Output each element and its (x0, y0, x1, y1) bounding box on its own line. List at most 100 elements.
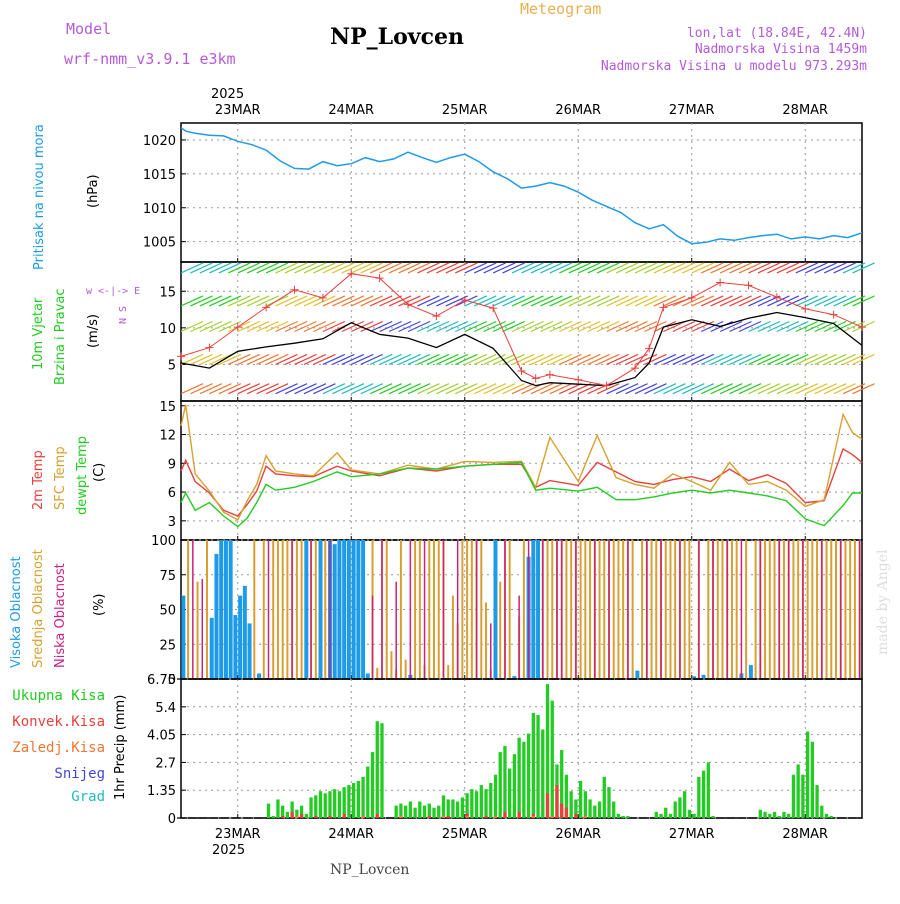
wind-barb (738, 353, 762, 365)
wind-barb (303, 262, 327, 274)
bottom-day-label: 24MAR (328, 827, 374, 842)
wind-barb (398, 353, 421, 365)
gust-marker (460, 296, 469, 305)
precip-total-bar (295, 809, 299, 818)
precip-total-bar (422, 805, 427, 818)
wind-barb (814, 383, 837, 395)
cloud-low-bar (821, 540, 823, 679)
wind-barb (795, 262, 819, 274)
precip-total-bar (664, 807, 668, 818)
wind-barb (199, 353, 223, 365)
wind-barb (767, 353, 790, 365)
wind-barb (625, 383, 648, 395)
wind-barb (284, 383, 308, 395)
wind-barb (313, 320, 336, 333)
precip-frz-bar (399, 815, 403, 818)
y-tick-label: 1020 (143, 134, 176, 149)
wind-barb (776, 320, 800, 333)
wind-barb (729, 295, 752, 307)
cloud-high-bar (512, 676, 517, 679)
cloud-high-bar (209, 617, 214, 679)
wind-barb (483, 383, 506, 395)
lonlat-label: lon,lat (18.84E, 42.4N) (687, 26, 867, 41)
wind-barb (615, 262, 639, 274)
precip-total-bar (304, 813, 308, 818)
wind-barb (322, 320, 346, 333)
gust-marker (262, 303, 271, 312)
gust-marker (645, 344, 654, 353)
gust-marker (631, 364, 639, 373)
y-tick-label: 3 (168, 515, 176, 530)
wind-barb (606, 353, 629, 365)
series-pressure-line (180, 127, 863, 245)
wind-barb (587, 320, 610, 333)
precip-total-bar (333, 789, 337, 818)
cloud-mid-bar (451, 595, 454, 679)
cloud-mid-bar (768, 540, 771, 679)
cloud-mid-bar (314, 540, 317, 679)
precip-frz-bar (361, 815, 365, 818)
wind-barb (417, 295, 440, 307)
wind-barb (228, 353, 251, 365)
wind-barb (691, 295, 714, 307)
precip-conv-bar (446, 815, 450, 818)
wind-barb (351, 262, 374, 274)
wind-barb (672, 262, 696, 274)
gust-marker (489, 304, 498, 313)
cloud-mid-bar (669, 540, 672, 679)
wind-barb (407, 320, 431, 333)
wind-barb (483, 295, 506, 307)
wind-barb (492, 320, 516, 333)
wind-barb (256, 262, 279, 274)
pressure-title: Pritisak na nivou mora (32, 124, 47, 270)
wind-barb (786, 383, 809, 395)
cloud-low-bar (556, 540, 558, 679)
wind-barb (473, 353, 497, 365)
wind-barb (852, 320, 875, 333)
precip-total-bar (266, 803, 271, 818)
wind-barb (615, 320, 639, 333)
wind-barb (606, 383, 629, 395)
precip-total-bar (536, 715, 540, 818)
precip-total-bar (659, 813, 663, 818)
wind-barb (644, 262, 667, 274)
wind-barb (625, 262, 648, 274)
wind-barb (786, 353, 809, 365)
gust-marker (744, 281, 753, 290)
wind-barb (445, 383, 469, 395)
gust-marker (347, 269, 356, 278)
precip-total-bar (456, 801, 460, 818)
wind-barb (284, 353, 308, 365)
cloud-high-bar (748, 665, 753, 679)
wind-barb (436, 262, 459, 274)
temp-title-1: 2m Temp (31, 450, 46, 510)
precip-total-bar (758, 809, 762, 818)
wind-barb (738, 262, 762, 274)
wind-barb (483, 320, 506, 333)
wind-barb (455, 262, 478, 274)
precip-total-bar (697, 776, 701, 818)
cloud-high-bar (238, 595, 243, 679)
temperature-panel: 3 6 9 12 15 (159, 400, 863, 541)
wind-barb (511, 383, 535, 395)
wind-barb (767, 320, 790, 333)
precip-total-bar (701, 770, 706, 818)
wind-barb (417, 383, 440, 395)
cloud-low-bar (527, 540, 530, 679)
wind-barb (833, 353, 856, 365)
wind-barb (445, 262, 469, 274)
y-tick-label: 0 (168, 812, 176, 827)
gust-marker (772, 293, 781, 302)
cloud-mid-bar (811, 540, 814, 679)
precip-total-bar (578, 780, 583, 818)
precip-total-bar (470, 789, 474, 818)
y-tick-label: 15 (159, 400, 176, 415)
cloud-low-bar (201, 578, 204, 679)
cloud-low-bar (575, 540, 577, 679)
y-tick-label: 1005 (143, 236, 176, 251)
cloud-mid-bar (674, 540, 677, 679)
wind-barb (682, 353, 705, 365)
wind-barb (218, 383, 242, 395)
